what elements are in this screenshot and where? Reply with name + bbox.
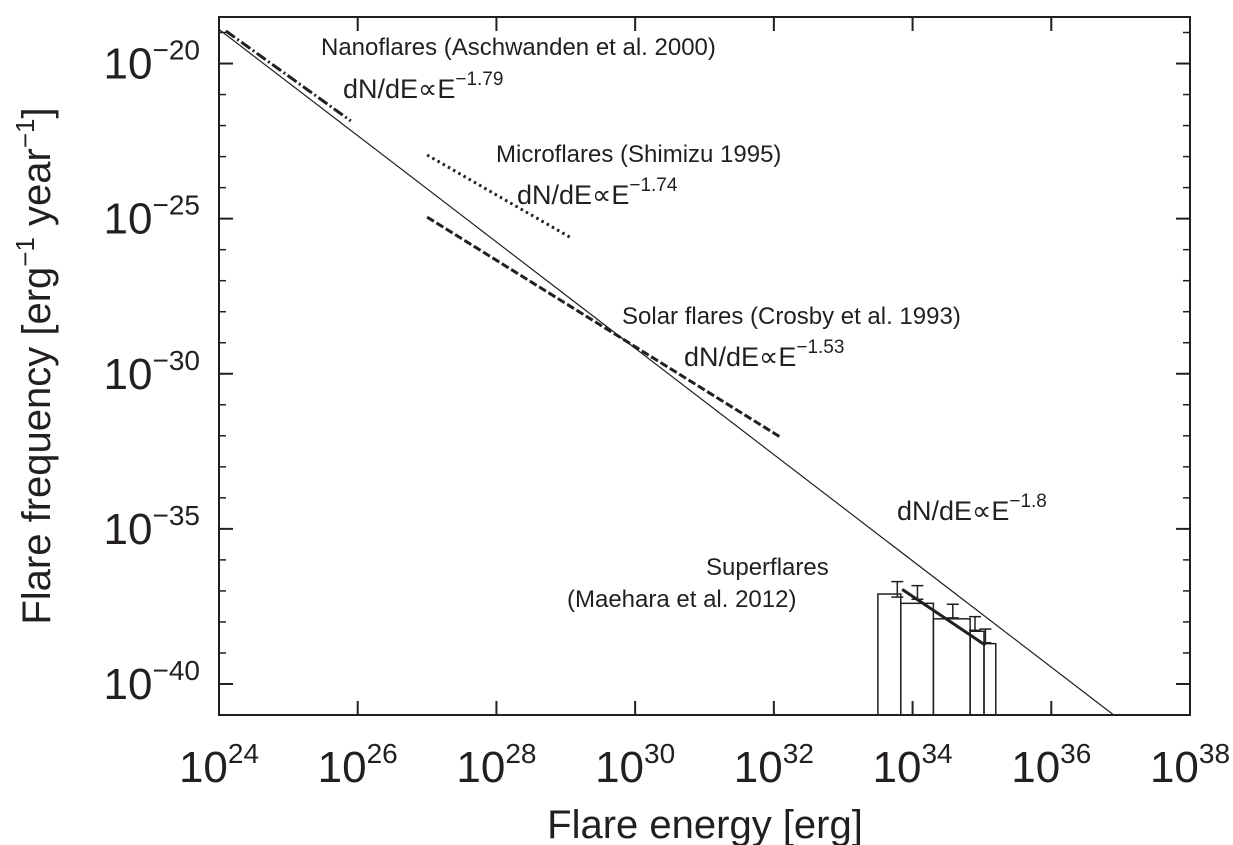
x-tick-exp: 38	[1199, 738, 1230, 769]
x-tick-exp: 28	[505, 738, 536, 769]
histogram-bar	[932, 618, 971, 716]
main-fit-eq-base: dN/dE∝E	[897, 496, 1009, 526]
x-tick-exp: 36	[1060, 738, 1091, 769]
histogram-bar	[983, 642, 997, 716]
y-tick-exp: −35	[153, 500, 201, 531]
x-tick-label: 1036	[1011, 738, 1091, 792]
superflare-error-bars	[891, 580, 992, 644]
y-tick-base: 10	[104, 350, 153, 399]
x-tick-base: 10	[1011, 743, 1060, 792]
y-axis-title-main: Flare frequency [erg	[15, 267, 59, 625]
x-tick-exp: 26	[367, 738, 398, 769]
solar-flares-label: Solar flares (Crosby et al. 1993)	[622, 303, 961, 330]
solar-flares-eq-base: dN/dE∝E	[684, 342, 796, 372]
y-axis-title-end: ]	[15, 107, 59, 118]
superflares-ref: (Maehara et al. 2012)	[567, 586, 796, 613]
x-tick-label: 1030	[595, 738, 675, 792]
x-tick-base: 10	[1150, 743, 1199, 792]
x-tick-exp: 30	[644, 738, 675, 769]
nanoflares-equation: dN/dE∝E−1.79	[343, 69, 503, 104]
x-tick-label: 1038	[1150, 738, 1230, 792]
series-lines	[218, 28, 1115, 716]
y-tick-exp: −20	[153, 35, 201, 66]
y-tick-base: 10	[104, 660, 153, 709]
solar-flares-eq-exp: −1.53	[796, 337, 844, 358]
y-tick-base: 10	[104, 40, 153, 89]
nanoflares-eq-base: dN/dE∝E	[343, 74, 455, 104]
x-tick-label: 1024	[179, 738, 259, 792]
x-tick-base: 10	[179, 743, 228, 792]
y-tick-exp: −40	[153, 655, 201, 686]
histogram-bar	[877, 593, 902, 716]
y-tick-label: 10−20	[104, 35, 200, 89]
x-tick-base: 10	[595, 743, 644, 792]
x-tick-exp: 24	[228, 738, 259, 769]
axis-ticks	[218, 17, 1191, 716]
main-fit-eq-exp: −1.8	[1009, 491, 1047, 512]
series-line-dotted	[426, 153, 574, 241]
y-tick-label: 10−25	[104, 190, 200, 244]
x-tick-labels: 1024 1026 1028 1030 1032 1034 1036 1038	[179, 738, 1230, 792]
x-tick-base: 10	[318, 743, 367, 792]
x-tick-base: 10	[873, 743, 922, 792]
x-tick-exp: 34	[921, 738, 952, 769]
nanoflares-label: Nanoflares (Aschwanden et al. 2000)	[321, 34, 716, 61]
y-tick-base: 10	[104, 505, 153, 554]
x-tick-base: 10	[456, 743, 505, 792]
microflares-label: Microflares (Shimizu 1995)	[496, 141, 781, 168]
x-tick-label: 1034	[873, 738, 953, 792]
series-line-solid	[218, 28, 1115, 716]
y-tick-exp: −25	[153, 190, 201, 221]
x-tick-label: 1032	[734, 738, 814, 792]
x-tick-exp: 32	[783, 738, 814, 769]
series-line-dashed	[426, 215, 782, 439]
y-tick-exp: −30	[153, 345, 201, 376]
nanoflares-eq-exp: −1.79	[455, 69, 503, 90]
microflares-eq-exp: −1.74	[629, 175, 678, 196]
main-fit-equation: dN/dE∝E−1.8	[897, 491, 1047, 526]
histogram-bar	[900, 602, 935, 716]
superflares-label: Superflares	[706, 554, 829, 581]
y-tick-label: 10−30	[104, 345, 200, 399]
plot-frame	[218, 16, 1191, 716]
y-axis-title-exp2: −1	[10, 118, 40, 148]
y-tick-label: 10−35	[104, 500, 200, 554]
series-line-dashdot	[225, 29, 352, 123]
superflare-histogram	[877, 593, 997, 716]
solar-flares-equation: dN/dE∝E−1.53	[684, 337, 844, 372]
y-axis-title-exp1: −1	[10, 237, 40, 267]
x-tick-label: 1026	[318, 738, 398, 792]
x-tick-base: 10	[734, 743, 783, 792]
y-tick-label: 10−40	[104, 655, 200, 709]
y-axis-title-mid: year	[15, 148, 59, 237]
y-tick-base: 10	[104, 195, 153, 244]
microflares-equation: dN/dE∝E−1.74	[517, 175, 678, 210]
x-tick-label: 1028	[456, 738, 536, 792]
y-axis-title: Flare frequency [erg−1 year−1]	[10, 107, 59, 624]
x-axis-title: Flare energy [erg]	[547, 803, 863, 845]
microflares-eq-base: dN/dE∝E	[517, 180, 629, 210]
